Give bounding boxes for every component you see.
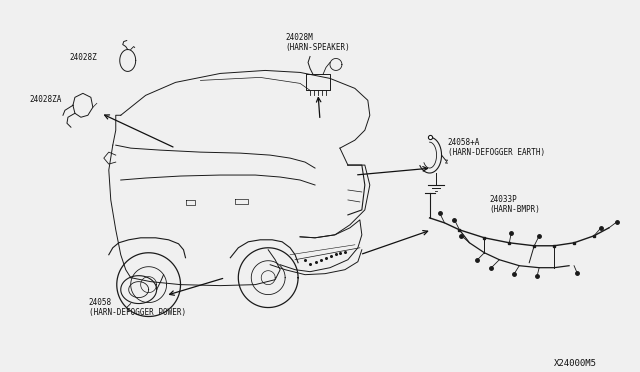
Text: X24000M5: X24000M5 xyxy=(554,359,597,368)
Text: (HARN-BMPR): (HARN-BMPR) xyxy=(490,205,540,214)
Text: (HARN-SPEAKER): (HARN-SPEAKER) xyxy=(285,42,350,52)
Text: (HARN-DEFOGGER POWER): (HARN-DEFOGGER POWER) xyxy=(89,308,186,317)
Text: (HARN-DEFOGGER EARTH): (HARN-DEFOGGER EARTH) xyxy=(447,148,545,157)
Text: 24028M: 24028M xyxy=(285,33,313,42)
Text: 24058: 24058 xyxy=(89,298,112,307)
Text: 24033P: 24033P xyxy=(490,195,517,204)
Text: 24028Z: 24028Z xyxy=(69,52,97,61)
Text: 24058+A: 24058+A xyxy=(447,138,480,147)
Text: 24028ZA: 24028ZA xyxy=(29,95,61,104)
